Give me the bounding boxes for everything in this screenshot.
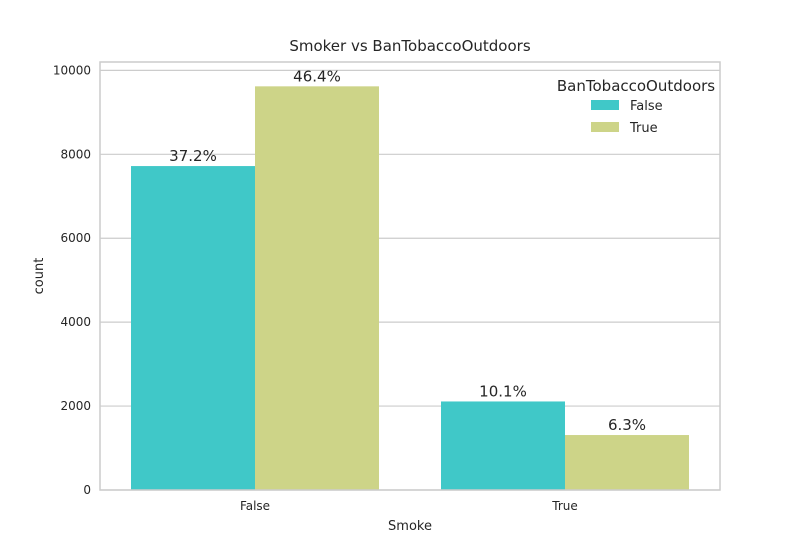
y-tick-label: 0	[83, 483, 91, 497]
chart-title: Smoker vs BanTobaccoOutdoors	[289, 37, 530, 55]
y-tick-label: 2000	[60, 399, 91, 413]
y-tick-label: 4000	[60, 315, 91, 329]
y-tick-label: 8000	[60, 147, 91, 161]
bar	[441, 401, 565, 490]
legend-swatch	[591, 122, 619, 132]
y-tick-label: 6000	[60, 231, 91, 245]
data-labels: 37.2% 46.4% 10.1% 6.3%	[169, 67, 646, 434]
bar	[565, 435, 689, 490]
ticks: 0 2000 4000 6000 8000 10000 False True	[53, 63, 578, 513]
legend-label: False	[630, 99, 663, 114]
legend: BanTobaccoOutdoors False True	[557, 77, 715, 136]
bar-data-label: 46.4%	[293, 67, 341, 85]
bar-data-label: 37.2%	[169, 147, 217, 165]
plot-frame	[99, 61, 721, 491]
bar	[131, 166, 255, 490]
legend-swatch	[591, 100, 619, 110]
bar-data-label: 6.3%	[608, 416, 646, 434]
x-axis-label: Smoke	[388, 519, 432, 534]
legend-title: BanTobaccoOutdoors	[557, 77, 715, 95]
y-axis-label: count	[32, 258, 47, 295]
bar-data-label: 10.1%	[479, 382, 527, 400]
x-tick-label: False	[240, 499, 270, 513]
y-tick-label: 10000	[53, 63, 91, 77]
bars	[131, 86, 689, 491]
x-tick-label: True	[551, 499, 578, 513]
legend-label: True	[629, 121, 658, 136]
bar	[255, 86, 379, 491]
